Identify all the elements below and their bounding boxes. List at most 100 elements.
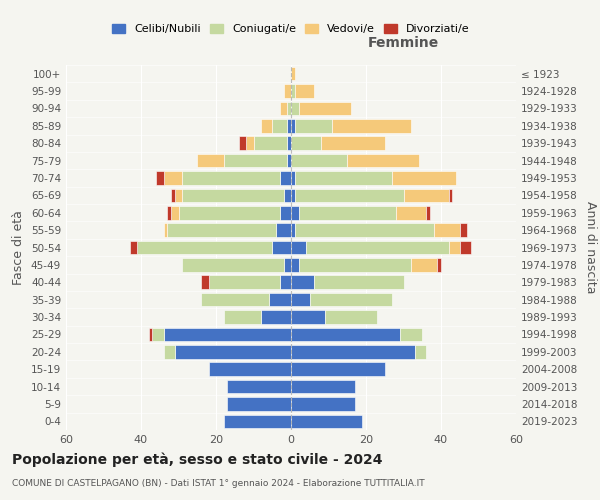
Bar xyxy=(272,119,287,132)
Y-axis label: Anni di nascita: Anni di nascita xyxy=(584,201,597,294)
Bar xyxy=(404,188,449,202)
Bar xyxy=(209,276,280,289)
Bar xyxy=(280,276,291,289)
Bar xyxy=(295,171,392,185)
Bar xyxy=(182,188,284,202)
Bar xyxy=(223,154,287,168)
Bar xyxy=(182,171,280,185)
Bar xyxy=(163,328,291,341)
Text: Femmine: Femmine xyxy=(368,36,439,51)
Bar xyxy=(310,293,392,306)
Bar xyxy=(261,119,272,132)
Bar xyxy=(269,293,291,306)
Bar xyxy=(291,293,310,306)
Bar xyxy=(291,328,400,341)
Bar xyxy=(314,276,404,289)
Bar xyxy=(291,154,347,168)
Bar xyxy=(295,224,433,237)
Bar xyxy=(287,154,291,168)
Bar xyxy=(392,171,456,185)
Bar xyxy=(163,171,182,185)
Bar xyxy=(291,380,355,394)
Bar xyxy=(291,310,325,324)
Bar xyxy=(201,293,269,306)
Bar xyxy=(415,345,426,358)
Bar xyxy=(227,380,291,394)
Bar xyxy=(411,258,437,272)
Y-axis label: Fasce di età: Fasce di età xyxy=(13,210,25,285)
Bar xyxy=(295,188,404,202)
Bar xyxy=(163,345,175,358)
Bar xyxy=(460,224,467,237)
Bar xyxy=(449,240,460,254)
Bar xyxy=(291,345,415,358)
Bar xyxy=(299,206,396,220)
Bar xyxy=(291,258,299,272)
Bar xyxy=(261,310,291,324)
Bar xyxy=(175,345,291,358)
Bar xyxy=(291,362,385,376)
Bar xyxy=(179,206,280,220)
Bar xyxy=(291,119,295,132)
Bar xyxy=(291,102,299,115)
Bar xyxy=(239,136,246,150)
Bar xyxy=(332,119,411,132)
Bar xyxy=(175,188,182,202)
Bar xyxy=(197,154,223,168)
Bar xyxy=(254,136,287,150)
Bar xyxy=(149,328,152,341)
Bar xyxy=(284,84,291,98)
Bar xyxy=(396,206,426,220)
Legend: Celibi/Nubili, Coniugati/e, Vedovi/e, Divorziati/e: Celibi/Nubili, Coniugati/e, Vedovi/e, Di… xyxy=(108,20,474,39)
Bar xyxy=(291,136,321,150)
Bar xyxy=(223,414,291,428)
Bar xyxy=(291,224,295,237)
Bar xyxy=(291,240,306,254)
Bar xyxy=(223,310,261,324)
Bar xyxy=(295,84,314,98)
Bar xyxy=(299,102,351,115)
Bar xyxy=(306,240,449,254)
Bar xyxy=(276,224,291,237)
Bar xyxy=(209,362,291,376)
Bar xyxy=(167,224,276,237)
Bar xyxy=(280,102,287,115)
Bar xyxy=(280,171,291,185)
Bar xyxy=(156,171,163,185)
Bar xyxy=(321,136,385,150)
Bar xyxy=(291,171,295,185)
Bar xyxy=(437,258,441,272)
Bar xyxy=(152,328,163,341)
Bar xyxy=(167,206,171,220)
Bar xyxy=(280,206,291,220)
Bar xyxy=(347,154,419,168)
Bar xyxy=(291,206,299,220)
Bar xyxy=(272,240,291,254)
Bar xyxy=(325,310,377,324)
Bar xyxy=(295,119,332,132)
Bar xyxy=(449,188,452,202)
Bar xyxy=(291,84,295,98)
Bar xyxy=(171,188,175,202)
Bar xyxy=(400,328,422,341)
Bar xyxy=(284,188,291,202)
Bar xyxy=(433,224,460,237)
Bar xyxy=(182,258,284,272)
Text: COMUNE DI CASTELPAGANO (BN) - Dati ISTAT 1° gennaio 2024 - Elaborazione TUTTITAL: COMUNE DI CASTELPAGANO (BN) - Dati ISTAT… xyxy=(12,479,425,488)
Bar xyxy=(284,258,291,272)
Bar xyxy=(291,67,295,80)
Bar xyxy=(287,119,291,132)
Bar xyxy=(291,188,295,202)
Bar xyxy=(246,136,254,150)
Bar xyxy=(460,240,471,254)
Text: Popolazione per età, sesso e stato civile - 2024: Popolazione per età, sesso e stato civil… xyxy=(12,452,383,467)
Bar xyxy=(291,397,355,410)
Bar xyxy=(130,240,137,254)
Bar xyxy=(287,136,291,150)
Bar xyxy=(299,258,411,272)
Bar xyxy=(163,224,167,237)
Bar xyxy=(287,102,291,115)
Bar xyxy=(426,206,430,220)
Bar xyxy=(291,276,314,289)
Bar xyxy=(137,240,272,254)
